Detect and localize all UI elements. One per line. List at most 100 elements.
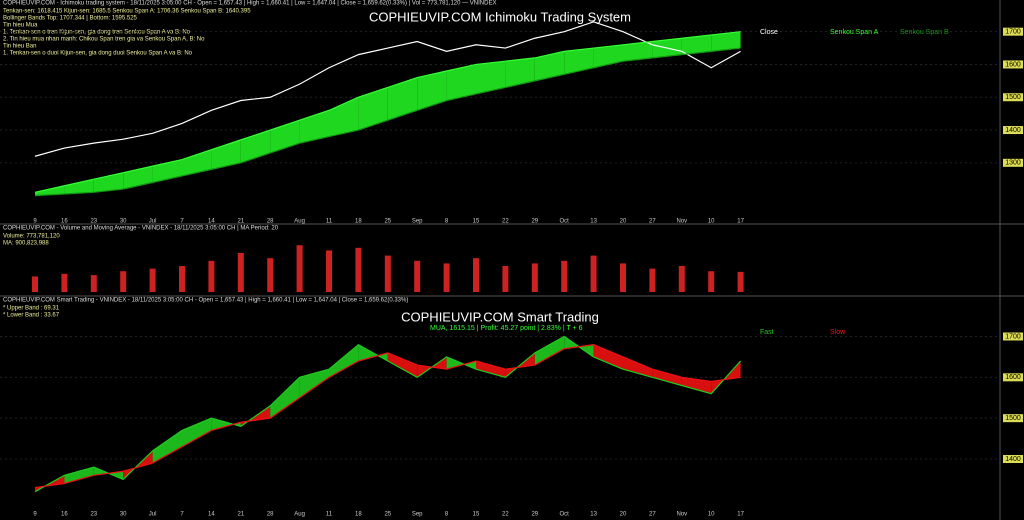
panel-note: Tin hieu Mua	[3, 23, 38, 29]
series-line	[34, 47, 741, 197]
volume-bar	[590, 255, 597, 292]
panel-note: * Upper Band : 69.31	[3, 306, 60, 312]
panel-note: Tin hieu Ban	[3, 44, 36, 50]
panel-note: 1. Tenkan-sen o tren Kijun-sen, gia dong…	[3, 30, 191, 36]
x-tick-label: 30	[120, 512, 127, 518]
volume-bar	[237, 253, 244, 292]
x-tick-label: 18	[355, 219, 362, 225]
band-fill	[329, 344, 359, 378]
panel-note: Bollinger Bands Top: 1707.344 | Bottom: …	[3, 16, 138, 22]
x-tick-label: 25	[384, 219, 391, 225]
band-fill	[534, 336, 565, 366]
band-fill	[476, 361, 506, 378]
x-tick-label: 8	[445, 219, 449, 225]
band-fill	[299, 110, 329, 144]
volume-bar	[120, 271, 127, 292]
volume-bar	[678, 266, 685, 292]
band-fill	[417, 71, 447, 111]
x-tick-label: 14	[208, 512, 215, 518]
x-tick-label: 7	[180, 219, 184, 225]
band-fill	[387, 77, 418, 121]
band-fill	[240, 130, 271, 163]
volume-bar	[326, 250, 332, 292]
x-tick-label: Oct	[560, 512, 570, 518]
band-fill	[534, 51, 565, 81]
panel-note: Tenkan-sen: 1618.415 Kijun-sen: 1685.5 S…	[3, 9, 251, 15]
band-fill	[123, 166, 153, 190]
panel-note: Volume: 773,781,120	[3, 234, 60, 240]
x-tick-label: 28	[267, 512, 274, 518]
legend-entry: Fast	[760, 329, 774, 336]
band-fill	[93, 172, 124, 193]
x-tick-label: Aug	[294, 219, 305, 225]
volume-bar	[384, 255, 391, 292]
band-fill	[270, 120, 300, 153]
y-tick-box	[1003, 158, 1023, 167]
x-tick-label: 21	[237, 219, 244, 225]
panel-note: 2. Tin hieu mua nhan manh: Chikou Span t…	[3, 37, 205, 43]
band-fill	[299, 369, 329, 398]
band-fill	[35, 185, 65, 196]
x-tick-label: 7	[180, 512, 184, 518]
x-tick-label: 29	[531, 219, 538, 225]
band-fill	[358, 87, 388, 131]
series-line	[34, 31, 741, 193]
volume-bar	[531, 263, 538, 292]
y-tick-label: 1600	[1005, 61, 1021, 68]
y-tick-label: 1500	[1005, 415, 1021, 422]
y-tick-label: 1700	[1005, 29, 1021, 36]
band-fill	[64, 467, 94, 484]
volume-bar	[561, 260, 568, 292]
volume-bar	[61, 273, 68, 292]
x-tick-label: Sep	[412, 219, 423, 225]
band-fill	[593, 344, 623, 370]
x-tick-label: 27	[649, 512, 656, 518]
x-tick-label: 13	[590, 512, 597, 518]
x-tick-label: 8	[445, 512, 449, 518]
band-fill	[152, 430, 182, 464]
x-tick-label: 11	[326, 512, 333, 518]
series-line	[34, 344, 741, 489]
volume-bar	[708, 271, 715, 292]
x-tick-label: 11	[326, 219, 333, 225]
band-fill	[152, 159, 182, 183]
y-tick-box	[1003, 60, 1023, 69]
y-tick-label: 1400	[1005, 127, 1021, 134]
legend-entry: Slow	[830, 329, 846, 336]
y-tick-box	[1003, 332, 1023, 341]
band-fill	[182, 149, 212, 176]
signal-text: MUA, 1615.15 | Profit: 45.27 point | 2.8…	[430, 325, 583, 332]
x-tick-label: 27	[649, 219, 656, 225]
x-tick-label: 21	[237, 512, 244, 518]
volume-bar	[355, 247, 362, 292]
panel-info: COPHIEUVIP.COM Smart Trading - VNINDEX -…	[3, 298, 408, 304]
x-tick-label: 17	[737, 512, 744, 518]
band-fill	[623, 41, 653, 62]
band-fill	[64, 179, 94, 194]
band-fill	[211, 139, 241, 170]
y-tick-box	[1003, 414, 1023, 423]
x-tick-label: 22	[502, 512, 509, 518]
x-tick-label: 25	[384, 512, 391, 518]
volume-bar	[149, 268, 156, 292]
panel-title: COPHIEUVIP.COM Smart Trading	[401, 309, 599, 324]
x-tick-label: 10	[708, 512, 715, 518]
legend-entry: Senkou Span A	[830, 29, 879, 36]
band-fill	[505, 57, 535, 88]
band-fill	[623, 356, 653, 378]
x-tick-label: Jul	[149, 512, 157, 518]
volume-bar	[473, 258, 479, 292]
x-tick-label: Jul	[149, 219, 157, 225]
band-fill	[270, 377, 300, 419]
x-tick-label: 14	[208, 219, 215, 225]
panel-note: * Lower Band : 33.67	[3, 313, 60, 319]
panel-title: COPHIEUVIP.COM Ichimoku Trading System	[369, 9, 631, 24]
band-fill	[240, 405, 271, 427]
x-tick-label: 22	[502, 219, 509, 225]
volume-bar	[737, 271, 744, 292]
y-tick-label: 1300	[1005, 160, 1021, 167]
x-tick-label: 28	[267, 219, 274, 225]
x-tick-label: 29	[531, 512, 538, 518]
